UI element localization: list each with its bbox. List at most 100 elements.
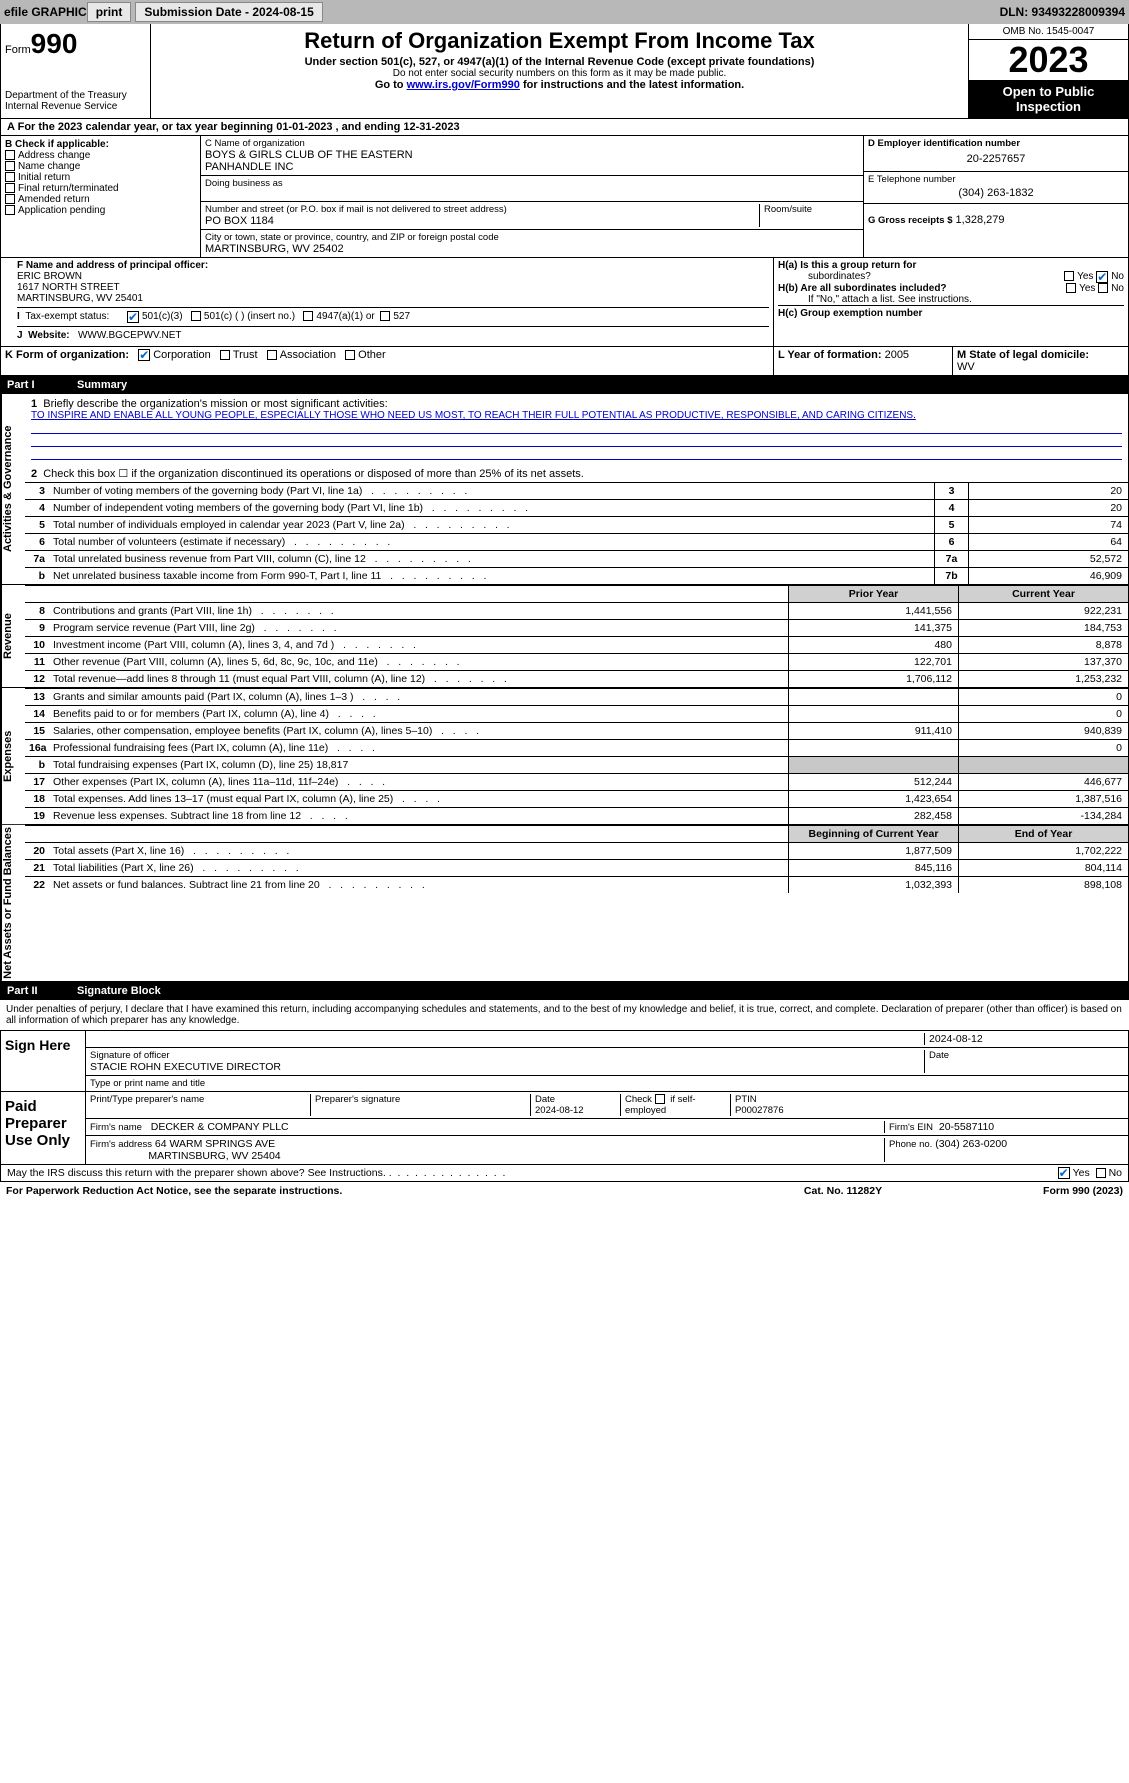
hdr-begin-year: Beginning of Current Year: [788, 826, 958, 842]
row-value: 64: [968, 534, 1128, 550]
row-text: Benefits paid to or for members (Part IX…: [49, 706, 788, 722]
revenue-row: 8Contributions and grants (Part VIII, li…: [25, 602, 1128, 619]
row-value: 20: [968, 500, 1128, 516]
checkbox-other[interactable]: [345, 350, 355, 360]
form-number: 990: [31, 28, 78, 59]
print-button[interactable]: print: [87, 2, 132, 22]
tax-year-text: For the 2023 calendar year, or tax year …: [18, 121, 460, 133]
row-text: Program service revenue (Part VIII, line…: [49, 620, 788, 636]
checkbox-Ha-no[interactable]: [1096, 271, 1108, 283]
row-num: 8: [25, 603, 49, 619]
open-public-label: Open to Public Inspection: [969, 80, 1128, 118]
row-text: Other expenses (Part IX, column (A), lin…: [49, 774, 788, 790]
col-preparer-name: Print/Type preparer's name: [90, 1094, 310, 1116]
prior-value: [788, 706, 958, 722]
checkbox-4947[interactable]: [303, 311, 313, 321]
vert-label-governance: Activities & Governance: [1, 394, 25, 584]
B-opt-2: Initial return: [18, 172, 70, 183]
checkbox-self-employed[interactable]: [655, 1094, 665, 1104]
dba-label: Doing business as: [205, 178, 859, 189]
form-title: Return of Organization Exempt From Incom…: [157, 28, 962, 54]
row-label-box: 3: [934, 483, 968, 499]
part2-label: Part II: [7, 985, 77, 997]
row-text: Total number of individuals employed in …: [49, 517, 934, 533]
ptin-value: P00027876: [735, 1105, 784, 1116]
current-value: 446,677: [958, 774, 1128, 790]
org-name-2: PANHANDLE INC: [205, 161, 859, 173]
hdr-prior-year: Prior Year: [788, 586, 958, 602]
row-text: Total number of volunteers (estimate if …: [49, 534, 934, 550]
row-num: 7a: [25, 551, 49, 567]
checkbox-corporation[interactable]: [138, 349, 150, 361]
expense-row: 14Benefits paid to or for members (Part …: [25, 705, 1128, 722]
prior-value: 282,458: [788, 808, 958, 824]
checkbox-527[interactable]: [380, 311, 390, 321]
opt-4947: 4947(a)(1) or: [316, 311, 374, 323]
expense-row: 18Total expenses. Add lines 13–17 (must …: [25, 790, 1128, 807]
row-text: Salaries, other compensation, employee b…: [49, 723, 788, 739]
mission-text: TO INSPIRE AND ENABLE ALL YOUNG PEOPLE, …: [31, 410, 1122, 421]
prior-value: 845,116: [788, 860, 958, 876]
goto-prefix: Go to: [375, 79, 407, 91]
row-text: Net unrelated business taxable income fr…: [49, 568, 934, 584]
expense-row: 15Salaries, other compensation, employee…: [25, 722, 1128, 739]
row-text: Revenue less expenses. Subtract line 18 …: [49, 808, 788, 824]
row-num: 18: [25, 791, 49, 807]
footer-left: For Paperwork Reduction Act Notice, see …: [6, 1185, 743, 1197]
expense-row: 13Grants and similar amounts paid (Part …: [25, 688, 1128, 705]
checkbox-discuss-no[interactable]: [1096, 1168, 1106, 1178]
gov-row: bNet unrelated business taxable income f…: [25, 567, 1128, 584]
part-1-header: Part I Summary: [0, 376, 1129, 394]
checkbox-discuss-yes[interactable]: [1058, 1167, 1070, 1179]
current-value: 137,370: [958, 654, 1128, 670]
Ha-label-1: H(a) Is this a group return for: [778, 260, 916, 271]
section-B-through-G: B Check if applicable: Address change Na…: [0, 136, 1129, 258]
checkbox-amended[interactable]: [5, 194, 15, 204]
row-label-box: 7b: [934, 568, 968, 584]
row-value: 52,572: [968, 551, 1128, 567]
hdr-current-year: Current Year: [958, 586, 1128, 602]
row-num: 19: [25, 808, 49, 824]
current-value: 8,878: [958, 637, 1128, 653]
checkbox-Hb-no[interactable]: [1098, 283, 1108, 293]
prior-value: 480: [788, 637, 958, 653]
room-label: Room/suite: [764, 204, 859, 215]
date-label: Date: [929, 1050, 1124, 1061]
ein-value: 20-2257657: [868, 149, 1124, 169]
row-num: 13: [25, 689, 49, 705]
sign-here-label: Sign Here: [1, 1031, 86, 1091]
city-value: MARTINSBURG, WV 25402: [205, 243, 859, 255]
subtitle-1: Under section 501(c), 527, or 4947(a)(1)…: [157, 56, 962, 68]
row-text: Investment income (Part VIII, column (A)…: [49, 637, 788, 653]
irs-link[interactable]: www.irs.gov/Form990: [407, 79, 520, 91]
prior-value: 141,375: [788, 620, 958, 636]
gov-row: 5Total number of individuals employed in…: [25, 516, 1128, 533]
row-num: 12: [25, 671, 49, 687]
checkbox-name-change[interactable]: [5, 161, 15, 171]
checkbox-Ha-yes[interactable]: [1064, 271, 1074, 281]
revenue-row: 12Total revenue—add lines 8 through 11 (…: [25, 670, 1128, 687]
checkbox-final-return[interactable]: [5, 183, 15, 193]
current-value: 1,253,232: [958, 671, 1128, 687]
net-assets-row: 20Total assets (Part X, line 16) . . . .…: [25, 842, 1128, 859]
row-text: Professional fundraising fees (Part IX, …: [49, 740, 788, 756]
D-label: D Employer identification number: [868, 138, 1124, 149]
B-opt-1: Name change: [18, 161, 80, 172]
checkbox-501c3[interactable]: [127, 311, 139, 323]
expense-row: bTotal fundraising expenses (Part IX, co…: [25, 756, 1128, 773]
checkbox-address-change[interactable]: [5, 150, 15, 160]
gross-receipts-value: 1,328,279: [956, 214, 1005, 226]
addr-label: Number and street (or P.O. box if mail i…: [205, 204, 759, 215]
checkbox-association[interactable]: [267, 350, 277, 360]
checkbox-initial-return[interactable]: [5, 172, 15, 182]
form-header: Form990 Department of the Treasury Inter…: [0, 24, 1129, 119]
checkbox-Hb-yes[interactable]: [1066, 283, 1076, 293]
firm-name: DECKER & COMPANY PLLC: [151, 1121, 289, 1133]
checkbox-501c[interactable]: [191, 311, 201, 321]
prior-value: [788, 740, 958, 756]
prior-value: 1,441,556: [788, 603, 958, 619]
current-value: 184,753: [958, 620, 1128, 636]
checkbox-application-pending[interactable]: [5, 205, 15, 215]
K-opt-0: Corporation: [153, 349, 210, 361]
checkbox-trust[interactable]: [220, 350, 230, 360]
